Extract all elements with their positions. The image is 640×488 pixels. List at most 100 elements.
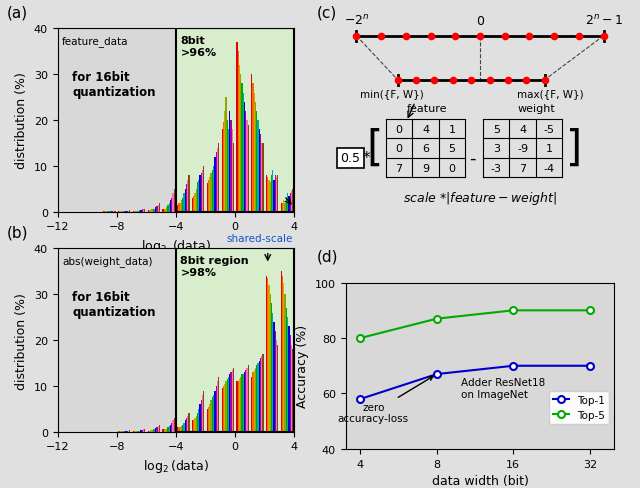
Bar — [269, 295, 271, 432]
Bar — [289, 336, 291, 432]
Bar — [256, 112, 257, 212]
Bar — [136, 431, 138, 432]
Bar — [261, 356, 262, 432]
Bar — [140, 210, 141, 212]
Bar — [167, 205, 168, 212]
Bar — [218, 377, 220, 432]
Bar — [214, 391, 216, 432]
Bar — [186, 185, 187, 212]
Text: max({F, W}): max({F, W}) — [517, 89, 584, 99]
Text: 4: 4 — [422, 124, 429, 134]
Bar — [143, 429, 144, 432]
Bar — [177, 205, 179, 212]
Bar — [136, 211, 138, 212]
Bar — [179, 204, 180, 212]
Bar — [282, 276, 284, 432]
Text: -4: -4 — [543, 163, 555, 173]
Bar — [207, 409, 208, 432]
Bar — [266, 276, 267, 432]
Bar — [267, 178, 268, 212]
Text: -: - — [469, 150, 476, 167]
Bar — [267, 279, 268, 432]
Bar — [202, 171, 204, 212]
Text: 8bit region
>98%: 8bit region >98% — [180, 256, 249, 277]
Bar — [150, 211, 151, 212]
Bar — [185, 421, 186, 432]
Bar — [292, 189, 293, 212]
Bar — [282, 204, 284, 212]
Text: 0: 0 — [396, 124, 403, 134]
Bar — [276, 341, 277, 432]
Bar — [276, 178, 277, 212]
Bar — [173, 418, 175, 432]
Text: Adder ResNet18
on ImageNet: Adder ResNet18 on ImageNet — [461, 377, 546, 399]
Bar — [284, 283, 285, 432]
Bar — [281, 272, 282, 432]
Bar — [181, 426, 182, 432]
Bar — [212, 398, 213, 432]
Text: 7: 7 — [519, 163, 526, 173]
Bar — [159, 203, 160, 212]
Bar — [221, 130, 223, 212]
Bar — [163, 210, 164, 212]
Bar — [144, 429, 145, 432]
Bar — [148, 431, 150, 432]
Text: 0: 0 — [476, 15, 484, 28]
Bar — [154, 209, 155, 212]
Bar — [188, 414, 189, 432]
Bar — [196, 416, 197, 432]
Bar — [165, 429, 166, 432]
Bar — [259, 361, 260, 432]
Bar — [277, 345, 278, 432]
Bar — [251, 75, 252, 212]
Bar — [166, 428, 167, 432]
Bar — [163, 429, 164, 432]
Bar — [143, 210, 144, 212]
Bar — [225, 98, 227, 212]
Text: 0.5: 0.5 — [340, 152, 360, 165]
Top-1 — [509, 363, 517, 369]
Bar — [141, 430, 143, 432]
Bar — [171, 199, 172, 212]
Bar — [197, 183, 198, 212]
Bar — [177, 427, 179, 432]
Bar — [240, 75, 241, 212]
Bar — [277, 176, 278, 212]
Bar — [287, 194, 288, 212]
Bar — [151, 210, 152, 212]
Bar — [216, 153, 217, 212]
Bar — [209, 178, 211, 212]
Bar — [165, 209, 166, 212]
Bar — [261, 143, 262, 212]
Bar — [275, 176, 276, 212]
Bar — [232, 370, 233, 432]
Bar — [185, 189, 186, 212]
Bar — [172, 421, 173, 432]
Bar — [186, 418, 187, 432]
Bar — [211, 173, 212, 212]
Bar — [198, 180, 200, 212]
Text: -3: -3 — [491, 163, 502, 173]
Bar — [172, 194, 173, 212]
Bar — [182, 199, 184, 212]
Bar — [223, 123, 224, 212]
Bar — [164, 429, 165, 432]
Bar — [288, 196, 289, 212]
Bar — [196, 189, 197, 212]
Bar — [208, 180, 209, 212]
Bar — [129, 430, 131, 432]
Top-5 — [586, 308, 594, 314]
Bar — [184, 423, 185, 432]
Bar — [171, 423, 172, 432]
Text: (a): (a) — [6, 5, 28, 20]
Bar — [195, 418, 196, 432]
Bar — [233, 143, 234, 212]
Bar — [292, 349, 293, 432]
Bar — [287, 318, 288, 432]
Bar — [272, 313, 273, 432]
Text: [: [ — [366, 128, 382, 170]
Bar — [159, 425, 160, 432]
Bar — [170, 425, 171, 432]
Bar — [244, 102, 245, 212]
Bar — [157, 205, 159, 212]
